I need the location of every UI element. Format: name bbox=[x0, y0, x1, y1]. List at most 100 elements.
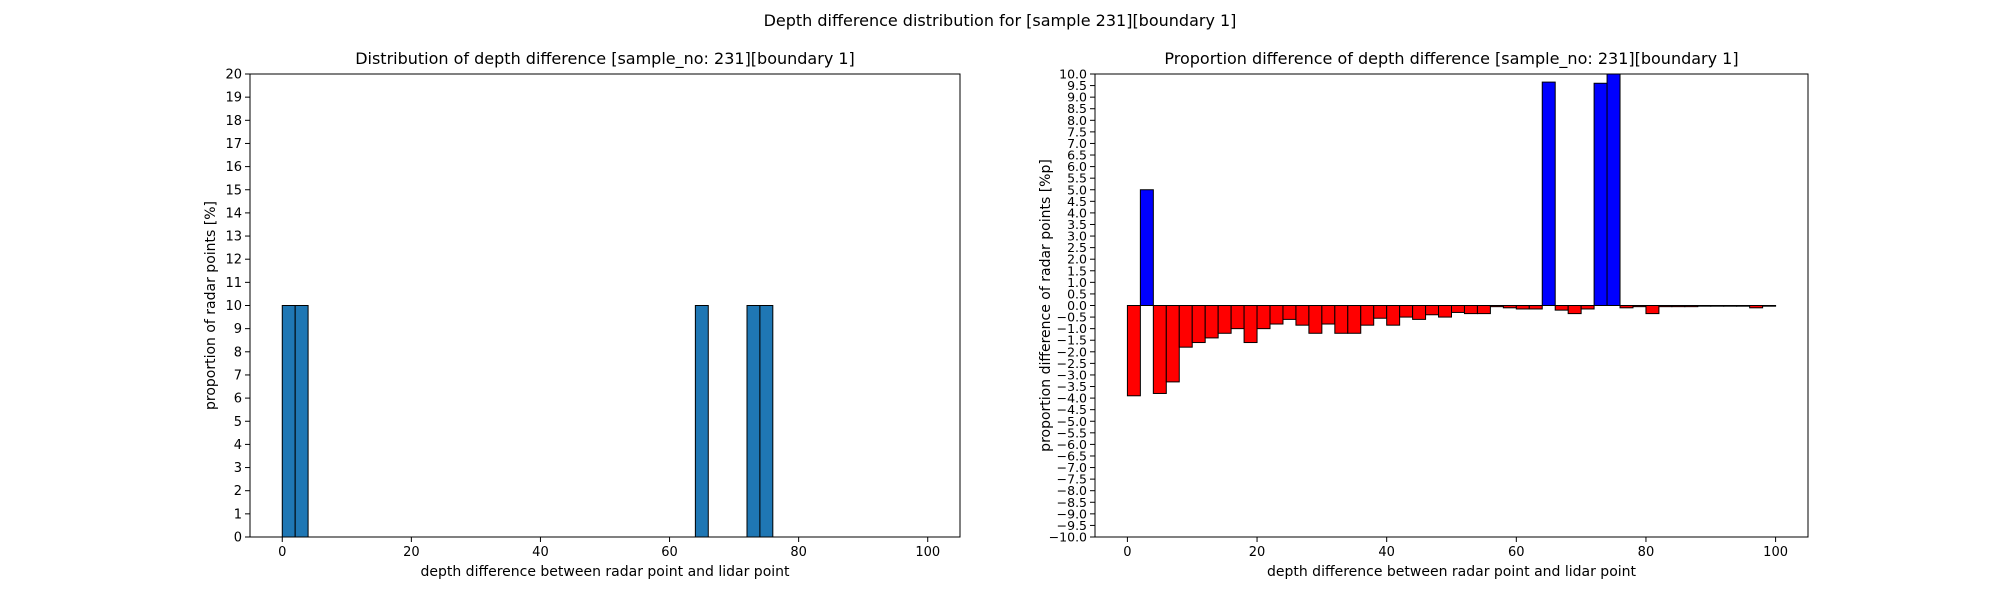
y-tick-label: 17 bbox=[225, 137, 242, 152]
x-tick-label: 20 bbox=[403, 545, 420, 560]
y-tick-label: 8.0 bbox=[1067, 113, 1087, 128]
y-tick-label: 14 bbox=[225, 206, 242, 221]
y-tick-label: 20 bbox=[225, 68, 242, 83]
bar bbox=[294, 305, 309, 538]
bar bbox=[1749, 305, 1764, 309]
x-axis-label: depth difference between radar point and… bbox=[1267, 564, 1637, 580]
bar bbox=[1762, 305, 1777, 307]
y-tick-label: 13 bbox=[225, 230, 242, 245]
y-tick-label: 10.0 bbox=[1059, 67, 1087, 82]
x-tick-label: 0 bbox=[278, 545, 286, 560]
y-tick-label: −2.0 bbox=[1057, 344, 1087, 359]
y-tick-label: 11 bbox=[225, 276, 242, 291]
bar bbox=[1438, 305, 1453, 318]
y-axis-label: proportion difference of radar points [%… bbox=[1038, 159, 1054, 452]
y-tick-label: 2.5 bbox=[1067, 240, 1087, 255]
distribution-chart: Distribution of depth difference [sample… bbox=[203, 49, 961, 580]
bar bbox=[1126, 305, 1141, 397]
proportion-difference-chart: Proportion difference of depth differenc… bbox=[1038, 49, 1809, 580]
y-tick-label: 3 bbox=[234, 461, 242, 476]
bar bbox=[1204, 305, 1219, 339]
y-tick-label: 5.0 bbox=[1067, 182, 1087, 197]
y-tick-label: 1.5 bbox=[1067, 263, 1087, 278]
y-tick-label: 16 bbox=[225, 160, 242, 175]
y-tick-label: 15 bbox=[225, 183, 242, 198]
x-tick-label: 60 bbox=[661, 545, 678, 560]
y-tick-label: −4.5 bbox=[1057, 402, 1087, 417]
y-tick-label: 8.5 bbox=[1067, 101, 1087, 116]
bar bbox=[1606, 73, 1621, 306]
bar bbox=[1230, 305, 1245, 330]
bar bbox=[1282, 305, 1297, 320]
y-tick-label: −5.0 bbox=[1057, 414, 1087, 429]
y-tick-label: −6.5 bbox=[1057, 448, 1087, 463]
bar bbox=[1360, 305, 1375, 326]
x-tick-label: 80 bbox=[790, 545, 807, 560]
y-tick-label: −3.5 bbox=[1057, 379, 1087, 394]
bar bbox=[1502, 305, 1517, 309]
bar bbox=[1152, 305, 1167, 394]
x-tick-label: 0 bbox=[1123, 545, 1131, 560]
bar bbox=[1632, 305, 1647, 308]
bar bbox=[1165, 305, 1180, 383]
bar bbox=[1593, 82, 1608, 307]
x-tick-label: 100 bbox=[1763, 545, 1788, 560]
plot-frame bbox=[249, 73, 961, 538]
x-tick-label: 60 bbox=[1508, 545, 1525, 560]
y-tick-label: 5.5 bbox=[1067, 171, 1087, 186]
y-tick-label: 19 bbox=[225, 91, 242, 106]
y-tick-label: −9.0 bbox=[1057, 506, 1087, 521]
bar bbox=[746, 305, 761, 538]
bar bbox=[1710, 305, 1725, 307]
bar bbox=[1269, 305, 1284, 325]
y-tick-label: 3.0 bbox=[1067, 229, 1087, 244]
chart-title: Proportion difference of depth differenc… bbox=[1164, 49, 1738, 69]
y-tick-label: 0.5 bbox=[1067, 286, 1087, 301]
bar bbox=[1412, 305, 1427, 320]
y-tick-label: −5.5 bbox=[1057, 425, 1087, 440]
bar bbox=[1697, 305, 1712, 307]
y-tick-label: −8.5 bbox=[1057, 495, 1087, 510]
bar bbox=[1386, 305, 1401, 326]
y-tick-label: 4.5 bbox=[1067, 194, 1087, 209]
bar bbox=[1425, 305, 1440, 316]
bar bbox=[1619, 305, 1634, 309]
bar bbox=[1723, 305, 1738, 307]
y-tick-label: −2.5 bbox=[1057, 356, 1087, 371]
y-tick-label: −1.5 bbox=[1057, 333, 1087, 348]
y-tick-label: 6.0 bbox=[1067, 159, 1087, 174]
y-tick-label: 1 bbox=[234, 507, 242, 522]
y-tick-label: 6.5 bbox=[1067, 148, 1087, 163]
bar bbox=[1334, 305, 1349, 334]
bar bbox=[1671, 305, 1686, 308]
x-tick-label: 40 bbox=[1378, 545, 1395, 560]
y-tick-label: 4.0 bbox=[1067, 205, 1087, 220]
bar bbox=[1645, 305, 1660, 315]
bar bbox=[1139, 189, 1154, 306]
y-tick-label: −7.5 bbox=[1057, 472, 1087, 487]
y-tick-label: −7.0 bbox=[1057, 460, 1087, 475]
bar bbox=[1321, 305, 1336, 325]
y-tick-label: 10 bbox=[225, 299, 242, 314]
y-tick-label: 3.5 bbox=[1067, 217, 1087, 232]
y-tick-label: 4 bbox=[234, 438, 242, 453]
y-tick-label: 12 bbox=[225, 253, 242, 268]
bar bbox=[1658, 305, 1673, 308]
y-tick-label: −9.5 bbox=[1057, 518, 1087, 533]
figure-suptitle: Depth difference distribution for [sampl… bbox=[764, 11, 1237, 30]
bar bbox=[1373, 305, 1388, 319]
x-tick-label: 40 bbox=[532, 545, 549, 560]
bar bbox=[759, 305, 774, 538]
bar bbox=[1684, 305, 1699, 308]
bar bbox=[1217, 305, 1232, 334]
bar bbox=[1489, 305, 1504, 308]
bar bbox=[694, 305, 709, 538]
bar bbox=[1399, 305, 1414, 318]
y-tick-label: −10.0 bbox=[1049, 530, 1087, 545]
bar bbox=[281, 305, 296, 538]
bar bbox=[1554, 305, 1569, 311]
bar bbox=[1308, 305, 1323, 334]
y-tick-label: 6 bbox=[234, 392, 242, 407]
bar bbox=[1256, 305, 1271, 330]
bar bbox=[1347, 305, 1362, 334]
